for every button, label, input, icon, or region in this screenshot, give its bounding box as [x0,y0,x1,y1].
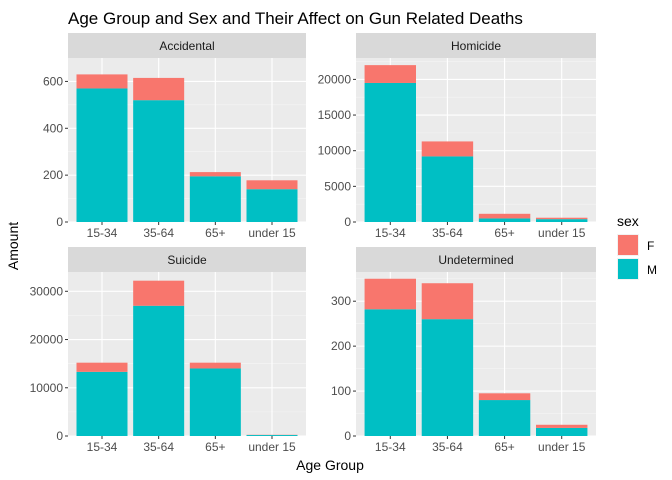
x-tick-label: 35-64 [143,440,174,454]
panel-strip [356,247,596,272]
bar-suicide-15-34-m [76,371,128,436]
y-tick-label: 0 [344,429,351,443]
bar-undetermined-65--f [478,393,531,401]
legend-label-m: M [647,263,657,277]
bar-suicide-35-64-f [133,280,185,306]
bar-accidental-15-34-f [76,74,128,89]
bar-suicide-65--m [189,368,241,436]
panel-suicide: Suicide 0 10000 20000 30000 15-34 35-64 65+ unde… [30,247,306,454]
bar-accidental-15-34-m [76,88,128,222]
y-tick-label: 400 [43,121,63,135]
bar-homicide-15-34-f [364,65,416,83]
panel-strip [68,33,306,58]
bar-suicide-65--f [189,362,241,369]
legend-label-f: F [647,239,654,253]
legend: sex FM [617,213,657,280]
x-axis-title: Age Group [296,457,364,473]
x-tick-label: 65+ [205,226,225,240]
x-tick-label: 35-64 [432,226,463,240]
panel-strip-label: Homicide [451,39,501,53]
legend-key-f [618,235,638,255]
panel-homicide: Homicide 0 5000 10000 15000 20000 15-34 35-64 65… [318,33,596,240]
y-tick-label: 0 [56,429,63,443]
bar-accidental-under-15-f [246,180,298,190]
y-tick-label: 100 [331,384,351,398]
bar-suicide-15-34-f [76,362,128,372]
x-tick-label: 65+ [205,440,225,454]
legend-title: sex [617,213,639,229]
y-tick-label: 30000 [30,284,64,298]
x-tick-label: 65+ [494,226,514,240]
panel-strip-label: Accidental [159,39,214,53]
bar-homicide-35-64-m [421,156,474,222]
y-axis-title: Amount [5,222,21,270]
chart-title: Age Group and Sex and Their Affect on Gu… [68,9,523,28]
panel-strip [356,33,596,58]
x-tick-label: 15-34 [87,440,118,454]
x-tick-label: under 15 [248,440,296,454]
panel-strip [68,247,306,272]
y-tick-label: 600 [43,74,63,88]
x-tick-label: under 15 [248,226,296,240]
y-tick-label: 10000 [30,381,64,395]
y-tick-label: 200 [331,339,351,353]
bar-undetermined-35-64-m [421,319,474,436]
y-tick-label: 20000 [30,333,64,347]
x-tick-label: 15-34 [87,226,118,240]
bar-accidental-35-64-m [133,100,185,222]
x-tick-label: 65+ [494,440,514,454]
x-tick-label: 15-34 [375,226,406,240]
bar-accidental-65--m [189,176,241,222]
panel-undetermined: Undetermined 0 100 200 300 15-34 35-64 65+ under… [331,247,596,454]
y-tick-label: 300 [331,294,351,308]
y-tick-label: 200 [43,168,63,182]
bar-accidental-35-64-f [133,77,185,101]
bar-suicide-35-64-m [133,305,185,436]
panel-accidental: Accidental 0 200 400 600 15-34 35-64 65+ under 1… [43,33,306,240]
bar-homicide-65--m [478,218,531,222]
bar-homicide-under-15-f [536,217,588,220]
bar-accidental-under-15-m [246,189,298,222]
y-tick-label: 20000 [318,72,352,86]
bar-undetermined-15-34-f [364,278,416,310]
x-tick-label: under 15 [538,440,586,454]
bar-homicide-65--f [478,213,531,219]
y-tick-label: 0 [344,215,351,229]
bar-homicide-under-15-m [536,219,588,222]
y-tick-label: 0 [56,215,63,229]
x-tick-label: 15-34 [375,440,406,454]
panel-strip-label: Undetermined [438,253,513,267]
bar-accidental-65--f [189,172,241,177]
bar-homicide-35-64-f [421,141,474,157]
bar-undetermined-15-34-m [364,309,416,436]
bar-suicide-under-15-m [246,435,298,436]
x-tick-label: 35-64 [432,440,463,454]
bar-undetermined-35-64-f [421,283,474,320]
bar-undetermined-65--m [478,400,531,436]
y-tick-label: 15000 [318,108,352,122]
bar-undetermined-under-15-f [536,424,588,428]
x-tick-label: 35-64 [143,226,174,240]
y-tick-label: 5000 [324,179,351,193]
x-tick-label: under 15 [538,226,586,240]
panel-strip-label: Suicide [167,253,207,267]
bar-homicide-15-34-m [364,82,416,223]
legend-key-m [618,259,638,279]
facet-panels: Accidental 0 200 400 600 15-34 35-64 65+ under 1… [30,33,596,454]
y-tick-label: 10000 [318,144,352,158]
bar-undetermined-under-15-m [536,427,588,436]
